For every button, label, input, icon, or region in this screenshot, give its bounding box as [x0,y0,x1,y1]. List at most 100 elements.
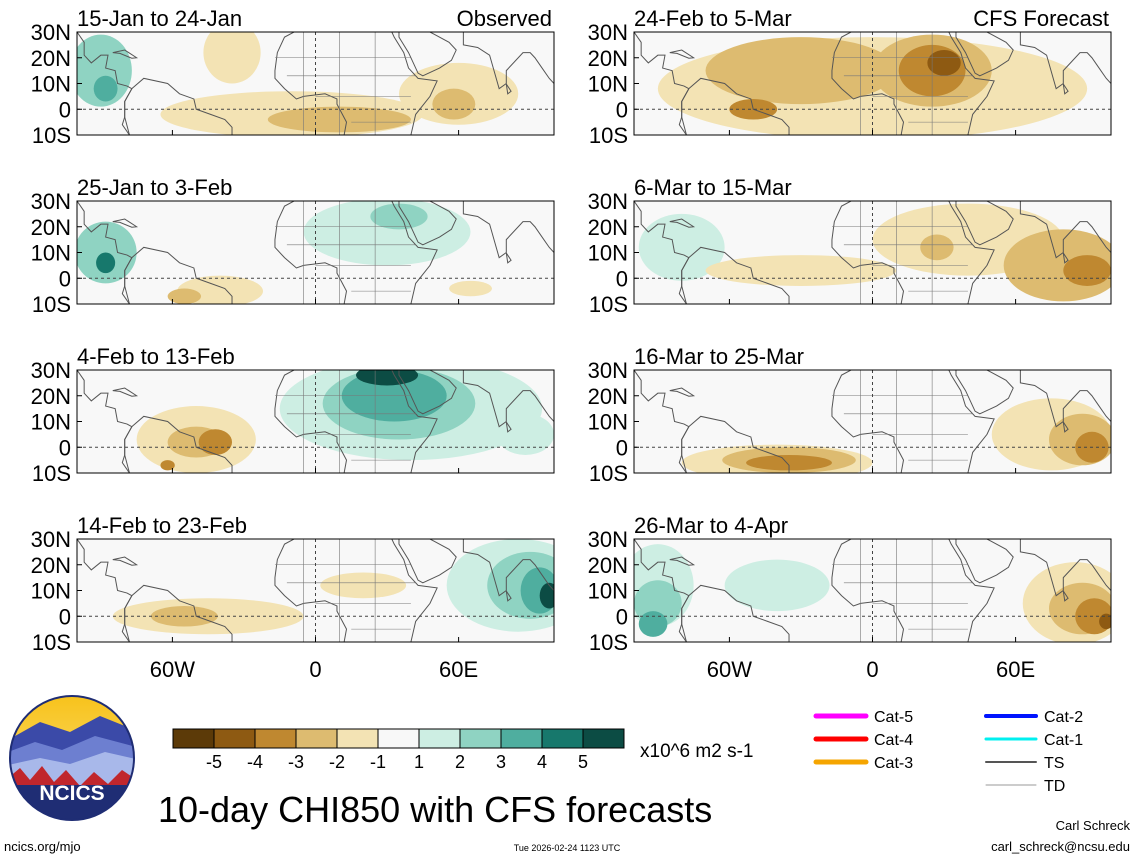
lat-tick-label: 30N [31,527,71,552]
lat-tick-label: 0 [616,266,628,291]
coastline [977,140,991,173]
coastline [420,309,434,342]
colorbar-tick-label: 4 [537,752,547,772]
coastline [634,32,690,135]
colorbar-swatch [418,728,461,749]
anomaly-contour [356,370,419,386]
lat-tick-label: 10S [589,461,628,486]
panel-period-label: 15-Jan to 24-Jan [77,6,242,31]
coastline [977,647,991,680]
coastline [669,387,696,397]
coastline [505,83,512,95]
lat-tick-label: 20N [31,215,71,240]
anomaly-contour [705,37,897,105]
anomaly-contour [638,611,668,637]
panel-period-label: 24-Feb to 5-Mar [634,6,792,31]
coastline [1019,201,1111,259]
coastline [77,539,133,642]
storm-legend-label: Cat-5 [874,709,913,726]
anomaly-contour [150,605,218,627]
coastline [955,539,1014,584]
coastline [1019,32,1111,90]
coastline [669,49,696,59]
coastline [420,140,434,173]
logo-text: NCICS [39,782,104,805]
lat-tick-label: 30N [588,358,628,383]
coastline [398,201,457,246]
storm-legend-label: Cat-3 [874,755,913,772]
coastline [77,370,133,473]
coastline [274,32,438,135]
anomaly-contour [320,572,407,599]
coastline [274,201,438,304]
coastline [669,218,696,228]
lat-tick-label: 30N [31,20,71,45]
coastline [77,201,133,304]
coastline [1062,421,1069,433]
coastline [955,201,1014,246]
lat-tick-label: 10N [31,579,71,604]
coastline [462,201,554,259]
coastline [1062,590,1069,602]
coastline [955,32,1014,77]
coastline [681,246,790,304]
lat-tick-label: 10S [589,123,628,148]
colorbar-swatch [459,728,502,749]
storm-legend-label: Cat-2 [1044,709,1083,726]
coastline [112,218,139,228]
lat-tick-label: 10N [588,410,628,435]
anomaly-contour [370,203,428,230]
anomaly-contour [746,454,832,471]
coastline [462,370,554,428]
coastline [124,584,233,642]
anomaly-contour [77,221,137,284]
anomaly-contour [93,75,118,102]
coastline [124,77,233,135]
anomaly-contour [496,413,554,455]
colorbar-swatch [295,728,338,749]
coastline [681,77,790,135]
lon-tick-label: 0 [866,657,878,682]
lat-tick-label: 10S [589,292,628,317]
anomaly-contour [160,460,175,471]
anomaly-contour [77,34,132,107]
column-header-observed: Observed [457,6,552,31]
lat-tick-label: 10S [32,292,71,317]
lat-tick-label: 10S [589,630,628,655]
coastline [634,539,690,642]
colorbar-swatch [254,728,297,749]
panel-period-label: 14-Feb to 23-Feb [77,513,247,538]
colorbar-swatch [213,728,256,749]
lat-tick-label: 20N [588,384,628,409]
anomaly-contour [539,582,554,609]
colorbar-unit: x10^6 m2 s-1 [640,741,753,762]
coastline [1062,83,1069,95]
lat-tick-label: 10N [31,72,71,97]
coastline [112,556,139,566]
anomaly-contour [96,252,116,274]
coastline [505,252,512,264]
coastline [634,370,690,473]
colorbar-swatch [172,728,215,749]
lat-tick-label: 10S [32,461,71,486]
coastline [462,32,554,90]
colorbar-swatch [377,728,420,749]
coastline [462,539,554,597]
colorbar: -5 -4 -3 -2 -1 1 2 3 4 5 [172,728,625,772]
coastline [420,478,434,511]
lon-tick-label: 60E [439,657,478,682]
colorbar-tick-label: -5 [206,752,222,772]
lat-tick-label: 30N [588,20,628,45]
colorbar-tick-label: 3 [496,752,506,772]
coastline [398,370,457,415]
colorbar-tick-label: -3 [288,752,304,772]
lat-tick-label: 20N [588,553,628,578]
lat-tick-label: 0 [59,435,71,460]
lon-tick-label: 60W [707,657,752,682]
coastline [831,32,995,135]
panel-period-label: 25-Jan to 3-Feb [77,175,232,200]
storm-legend-label: TS [1044,755,1064,772]
